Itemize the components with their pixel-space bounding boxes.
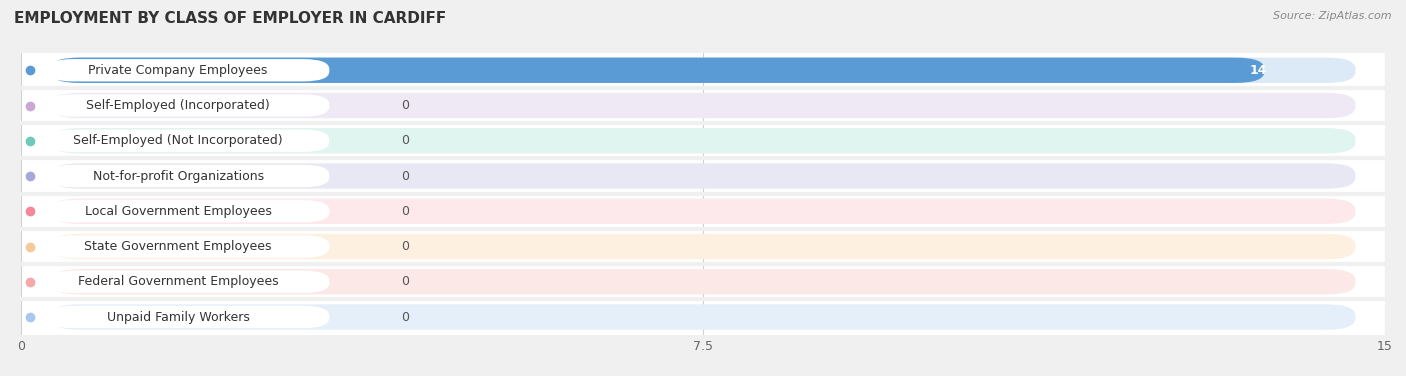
FancyBboxPatch shape <box>46 271 329 293</box>
FancyBboxPatch shape <box>46 130 329 152</box>
Text: State Government Employees: State Government Employees <box>84 240 271 253</box>
Text: 0: 0 <box>401 205 409 218</box>
Bar <box>21 299 1385 335</box>
FancyBboxPatch shape <box>46 165 329 187</box>
FancyBboxPatch shape <box>51 199 1355 224</box>
Text: Self-Employed (Not Incorporated): Self-Employed (Not Incorporated) <box>73 134 283 147</box>
Text: Self-Employed (Incorporated): Self-Employed (Incorporated) <box>86 99 270 112</box>
Text: Federal Government Employees: Federal Government Employees <box>77 275 278 288</box>
Text: 0: 0 <box>401 134 409 147</box>
FancyBboxPatch shape <box>51 93 1355 118</box>
Text: Source: ZipAtlas.com: Source: ZipAtlas.com <box>1274 11 1392 21</box>
FancyBboxPatch shape <box>51 234 1355 259</box>
FancyBboxPatch shape <box>46 235 329 258</box>
FancyBboxPatch shape <box>46 59 329 82</box>
Text: 0: 0 <box>401 275 409 288</box>
Bar <box>21 194 1385 229</box>
Text: 0: 0 <box>401 311 409 323</box>
FancyBboxPatch shape <box>51 58 1355 83</box>
Bar <box>21 123 1385 158</box>
Text: EMPLOYMENT BY CLASS OF EMPLOYER IN CARDIFF: EMPLOYMENT BY CLASS OF EMPLOYER IN CARDI… <box>14 11 446 26</box>
Bar <box>21 88 1385 123</box>
Text: 0: 0 <box>401 170 409 182</box>
Text: Local Government Employees: Local Government Employees <box>84 205 271 218</box>
FancyBboxPatch shape <box>46 94 329 117</box>
FancyBboxPatch shape <box>51 163 1355 189</box>
FancyBboxPatch shape <box>46 200 329 223</box>
Bar <box>21 264 1385 299</box>
FancyBboxPatch shape <box>51 304 1355 330</box>
Text: Not-for-profit Organizations: Not-for-profit Organizations <box>93 170 264 182</box>
Text: 0: 0 <box>401 240 409 253</box>
Text: 14: 14 <box>1249 64 1267 77</box>
Text: Unpaid Family Workers: Unpaid Family Workers <box>107 311 250 323</box>
FancyBboxPatch shape <box>51 58 1264 83</box>
FancyBboxPatch shape <box>46 306 329 328</box>
Bar <box>21 53 1385 88</box>
Bar <box>21 158 1385 194</box>
Text: Private Company Employees: Private Company Employees <box>89 64 267 77</box>
Text: 0: 0 <box>401 99 409 112</box>
FancyBboxPatch shape <box>51 128 1355 153</box>
Bar <box>21 229 1385 264</box>
FancyBboxPatch shape <box>51 269 1355 294</box>
